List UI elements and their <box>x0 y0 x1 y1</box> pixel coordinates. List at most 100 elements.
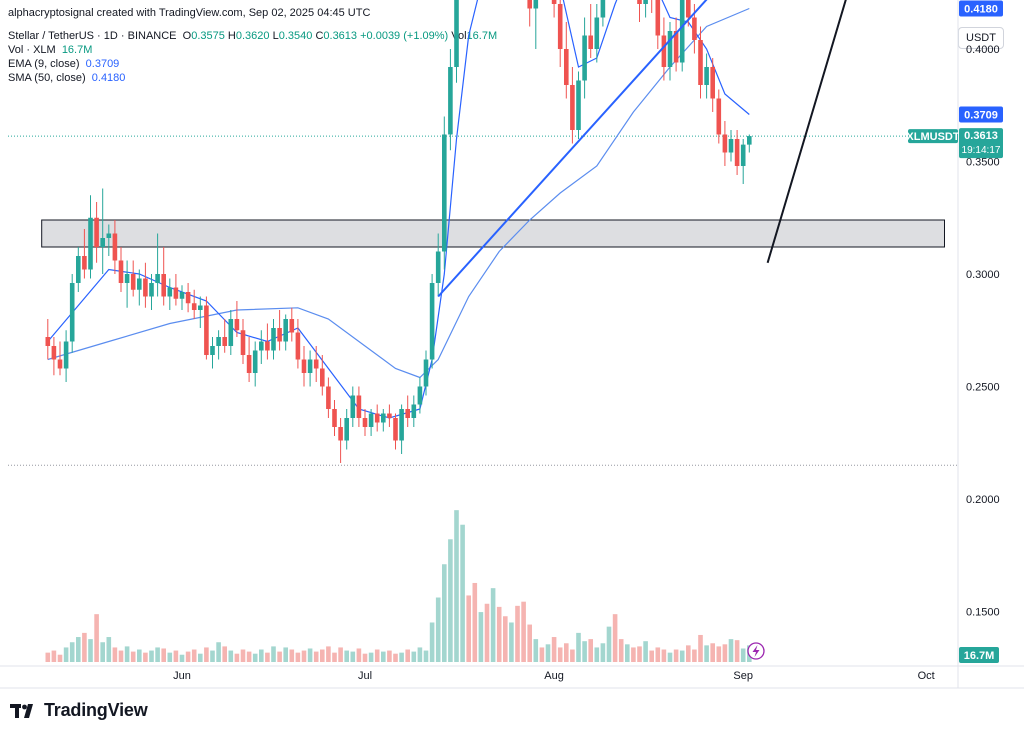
volume-bar <box>57 654 63 662</box>
candle-body <box>643 0 648 4</box>
candle-body <box>344 418 349 441</box>
y-tick-label: 0.4000 <box>966 44 1000 56</box>
volume-bar <box>332 652 337 662</box>
volume-bar <box>69 642 75 662</box>
candle-body <box>216 337 221 346</box>
candle-body <box>240 330 246 355</box>
ema-indicator-legend[interactable]: EMA (9, close) 0.3709 <box>8 58 119 71</box>
candle-body <box>667 31 673 67</box>
volume-bar <box>728 639 734 662</box>
candle-body <box>704 67 709 85</box>
volume-bar <box>356 648 362 662</box>
volume-bar <box>448 539 453 662</box>
volume-bar <box>423 650 429 662</box>
volume-bar <box>667 652 673 662</box>
volume-bar <box>283 647 288 662</box>
volume-bar <box>307 648 313 662</box>
volume-bar <box>252 653 258 662</box>
candle-body <box>228 319 234 346</box>
volume-bar <box>484 603 490 662</box>
candle-body <box>106 233 112 238</box>
volume-bar <box>515 605 520 662</box>
currency-button[interactable]: USDT <box>958 27 1004 49</box>
tradingview-logo[interactable]: TradingView <box>10 700 148 721</box>
volume-bar <box>289 649 295 662</box>
volume-bar <box>466 595 471 662</box>
symbol-price-tag-bg <box>908 129 958 144</box>
candle-body <box>301 359 307 373</box>
flash-icon-bolt <box>752 645 760 657</box>
volume-bar <box>496 606 502 662</box>
candle-body <box>94 217 99 247</box>
volume-scale-label: 16.7M <box>959 647 999 663</box>
sma-indicator-legend[interactable]: SMA (50, close) 0.4180 <box>8 72 125 85</box>
candle-body <box>582 35 587 81</box>
candle-body <box>381 413 386 423</box>
candle-body <box>313 359 319 369</box>
candle-body <box>576 80 581 130</box>
candle-body <box>570 85 575 130</box>
volume-bar <box>51 650 57 662</box>
volume-bar <box>527 624 532 662</box>
volume-bar <box>582 641 587 662</box>
candle-body <box>679 0 685 63</box>
volume-bar <box>387 650 392 662</box>
candle-body <box>527 0 532 9</box>
volume-bar <box>234 653 240 662</box>
volume-indicator-legend[interactable]: Vol · XLM 16.7M <box>8 44 92 57</box>
volume-bar <box>179 654 185 662</box>
ohlc-close-label: C <box>315 30 324 42</box>
volume-bar <box>679 650 685 662</box>
candle-body <box>722 134 728 153</box>
candle-body <box>594 17 600 49</box>
candle-body <box>118 260 124 283</box>
volume-bar <box>185 651 191 662</box>
volume-bar <box>301 650 307 662</box>
candle-body <box>191 303 197 310</box>
candle-body <box>112 233 118 261</box>
candle-body <box>454 0 459 67</box>
symbol-name[interactable]: Stellar / TetherUS · 1D · BINANCE <box>8 30 177 42</box>
volume-bar <box>710 643 715 662</box>
volume-bar <box>576 632 581 662</box>
volume-bar <box>246 651 252 662</box>
candle-body <box>124 274 130 283</box>
candle-body <box>417 386 423 405</box>
volume-bar <box>173 650 179 662</box>
candle-body <box>204 305 209 355</box>
volume-bar <box>393 653 398 662</box>
candle-body <box>551 0 557 4</box>
candle-body <box>435 251 441 283</box>
candle-body <box>307 359 313 373</box>
volume-bar <box>137 649 142 662</box>
candle-body <box>265 341 270 351</box>
volume-bar <box>124 646 130 662</box>
candle-body <box>234 319 240 331</box>
volume-bar <box>240 649 246 662</box>
y-tick-label: 0.3500 <box>966 157 1000 169</box>
volume-bar <box>295 652 301 662</box>
ohlc-low-label: L <box>272 30 279 42</box>
candle-body <box>320 368 325 387</box>
candle-body <box>557 4 563 49</box>
volume-bar <box>313 651 319 662</box>
candle-body <box>564 49 569 85</box>
volume-bar <box>271 646 276 662</box>
volume-bar <box>435 597 441 662</box>
candle-body <box>332 409 337 427</box>
current-price-label: 0.3613 19:14:17 <box>959 128 1003 159</box>
sma-indicator-value: 0.4180 <box>91 72 126 84</box>
volume-bar <box>112 647 118 662</box>
candle-body <box>673 31 679 63</box>
candle-body <box>57 359 63 369</box>
volume-bar <box>167 652 173 662</box>
candle-body <box>734 139 740 166</box>
volume-bar <box>143 652 148 662</box>
volume-bar <box>686 645 691 662</box>
volume-bar <box>631 647 636 662</box>
candle-body <box>51 346 57 360</box>
ohlc-change: +0.0039 (+1.09%) <box>360 30 449 42</box>
volume-bar <box>149 650 154 662</box>
current-price-bg <box>959 128 1003 159</box>
